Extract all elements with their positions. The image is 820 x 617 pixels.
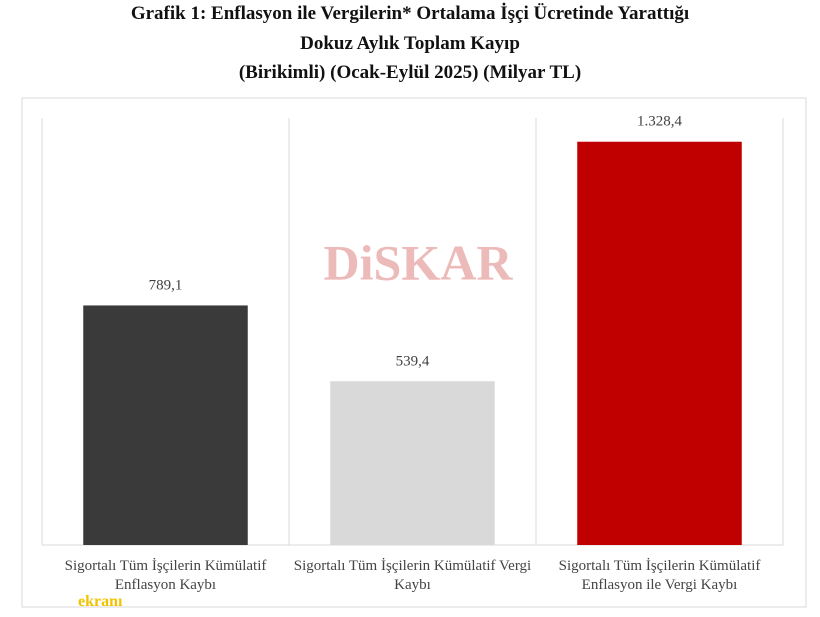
chart-title: Dokuz Aylık Toplam Kayıp: [300, 33, 520, 54]
data-label: 539,4: [396, 353, 430, 369]
data-label: 1.328,4: [637, 114, 683, 130]
x-tick-label: Sigortalı Tüm İşçilerin Kümülatif Vergi …: [293, 558, 532, 593]
chart-frame: [21, 97, 807, 608]
bar: [577, 141, 742, 545]
bar: [330, 381, 495, 545]
data-label: 789,1: [149, 277, 183, 293]
watermark: DiSKAR: [324, 234, 514, 290]
bar: [83, 305, 248, 545]
logo: ekranı: [78, 593, 123, 610]
chart-title: Grafik 1: Enflasyon ile Vergilerin* Orta…: [130, 3, 690, 24]
x-tick-label: Sigortalı Tüm İşçilerin Kümülatif Enflas…: [64, 558, 267, 593]
x-tick-label: Sigortalı Tüm İşçilerin Kümülatif Enflas…: [558, 558, 761, 593]
chart-title: (Birikimli) (Ocak-Eylül 2025) (Milyar TL…: [238, 62, 582, 83]
